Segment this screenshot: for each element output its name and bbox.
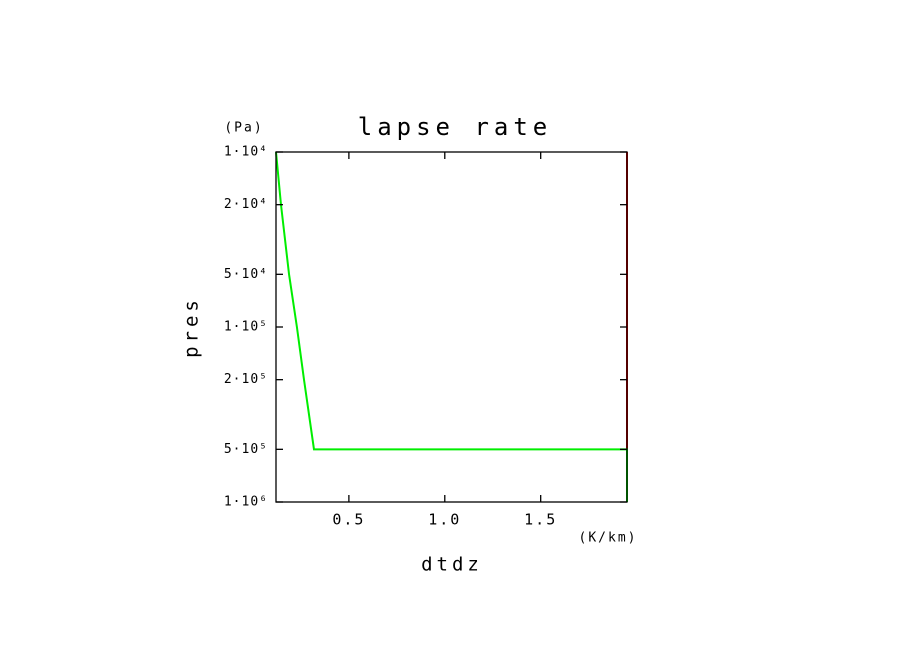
y-axis-title: pres — [181, 296, 203, 358]
x-tick-label: 1.0 — [428, 511, 461, 529]
x-tick-label: 0.5 — [332, 511, 365, 529]
x-axis-title: dtdz — [421, 554, 483, 576]
y-tick-label: 1·10⁴ — [224, 145, 268, 160]
x-tick-label: 1.5 — [524, 511, 557, 529]
y-tick-label: 1·10⁵ — [224, 320, 268, 335]
y-tick-label: 2·10⁴ — [224, 197, 268, 212]
y-tick-label: 1·10⁶ — [224, 495, 268, 510]
y-tick-label: 2·10⁵ — [224, 372, 268, 387]
y-tick-label: 5·10⁵ — [224, 442, 268, 457]
series-line — [275, 151, 628, 502]
y-tick-label: 5·10⁴ — [224, 267, 268, 282]
y-unit: (Pa) — [224, 121, 263, 136]
chart-title: lapse rate — [358, 113, 553, 141]
x-unit: (K/km) — [579, 531, 638, 546]
